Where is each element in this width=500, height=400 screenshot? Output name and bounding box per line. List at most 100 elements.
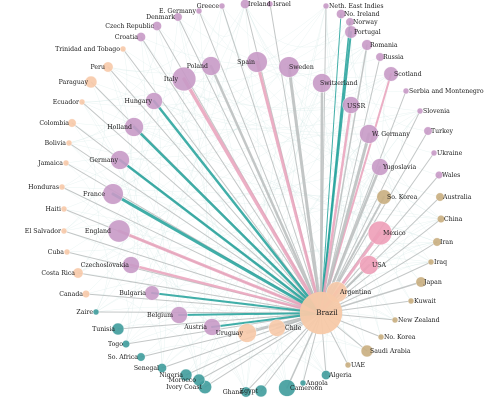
node-portugal[interactable] [344,25,358,39]
label-czechoslovakia: Czechoslovakia [81,262,130,269]
label-mexico: Mexico [383,230,406,237]
node-angola[interactable] [299,379,307,387]
node-brazil[interactable] [299,291,343,335]
node-spain[interactable] [246,51,268,73]
node-austria[interactable] [203,318,221,336]
label-algeria: Algeria [328,372,352,379]
node-canada[interactable] [82,290,90,298]
node-hungary[interactable] [145,92,163,110]
node-czechoslovakia[interactable] [122,256,140,274]
node-turkey[interactable] [423,126,433,136]
node-costa-rica[interactable] [72,267,84,279]
node-israel[interactable] [266,0,274,8]
label-chile: Chile [285,325,302,332]
node-russia[interactable] [375,52,385,62]
node-yugoslavia[interactable] [371,158,389,176]
node-peru[interactable] [102,61,114,73]
node-egypt[interactable] [254,384,268,398]
node-uruguay[interactable] [237,323,257,343]
node-serbia-and-montenegro[interactable] [402,87,410,95]
node-usa[interactable] [359,255,379,275]
node-chile[interactable] [268,319,286,337]
node-china[interactable] [437,215,445,223]
node-colombia[interactable] [67,118,77,128]
node-australia[interactable] [435,192,445,202]
node-kuwait[interactable] [407,297,415,305]
node-honduras[interactable] [58,183,66,191]
web-link [244,3,352,48]
node-greece[interactable] [218,2,226,10]
node-algeria[interactable] [321,370,331,380]
node-nigeria[interactable] [179,368,193,382]
node-togo[interactable] [122,340,130,348]
label-so-africa: So. Africa [107,354,138,361]
label-ghana: Ghana [223,389,244,396]
node-czech-republic[interactable] [152,21,162,31]
node-ecuador[interactable] [78,98,86,106]
label-slovenia: Slovenia [423,108,450,115]
node-w-germany[interactable] [359,124,379,144]
node-bolivia[interactable] [65,139,73,147]
node-scotland[interactable] [383,66,399,82]
node-trinidad-and-tobago[interactable] [119,45,127,53]
node-ussr[interactable] [342,96,360,114]
label-japan: Japan [423,279,442,286]
label-australia: Australia [442,194,472,201]
node-morocco[interactable] [192,373,206,387]
node-tunisia[interactable] [111,322,125,336]
node-cuba[interactable] [63,248,71,256]
edge-canada [85,293,322,314]
node-no-korea[interactable] [377,333,385,341]
node-mexico[interactable] [367,220,393,246]
node-romania[interactable] [361,39,373,51]
node-ghana[interactable] [240,386,252,398]
node-el-salvador[interactable] [60,227,68,235]
web-link [63,230,288,389]
node-japan[interactable] [415,276,427,288]
node-italy[interactable] [171,66,197,92]
edge-bulgaria [151,292,322,314]
node-paraguay[interactable] [84,75,98,89]
node-belgium[interactable] [170,306,188,324]
edge-switzerland [319,81,324,315]
node-england[interactable] [107,219,131,243]
edge-france [111,192,323,315]
node-croatia[interactable] [136,32,146,42]
label-neth-east-indies: Neth. East Indies [329,3,384,10]
web-link [125,78,185,345]
node-poland[interactable] [201,56,221,76]
node-e-germany[interactable] [195,7,203,15]
node-switzerland[interactable] [312,73,332,93]
label-jamaica: Jamaica [37,160,63,167]
node-cameroon[interactable] [278,379,296,397]
node-no-ireland[interactable] [336,9,346,19]
label-e-germany: E. Germany [159,8,197,15]
node-sweden[interactable] [278,56,300,78]
node-iran[interactable] [432,237,442,247]
node-iraq[interactable] [427,258,435,266]
node-new-zealand[interactable] [391,316,399,324]
node-ireland[interactable] [240,0,250,9]
node-denmark[interactable] [173,12,183,22]
node-wales[interactable] [435,171,443,179]
node-neth-east-indies[interactable] [322,2,330,10]
edge-nigeria [185,312,322,376]
node-holland[interactable] [124,117,144,137]
node-zaire[interactable] [92,308,100,316]
node-france[interactable] [102,183,124,205]
label-russia: Russia [383,54,404,61]
node-bulgaria[interactable] [144,285,160,301]
node-uae[interactable] [344,361,352,369]
node-so-korea[interactable] [376,189,392,205]
node-slovenia[interactable] [416,107,424,115]
node-saudi-arabia[interactable] [360,344,374,358]
node-senegal[interactable] [157,363,167,373]
node-germany[interactable] [110,150,130,170]
node-so-africa[interactable] [136,352,146,362]
node-jamaica[interactable] [62,159,70,167]
node-ukraine[interactable] [430,149,438,157]
node-haiti[interactable] [60,205,68,213]
web-link [198,3,246,37]
label-ukraine: Ukraine [437,150,463,157]
label-france: France [83,191,105,198]
